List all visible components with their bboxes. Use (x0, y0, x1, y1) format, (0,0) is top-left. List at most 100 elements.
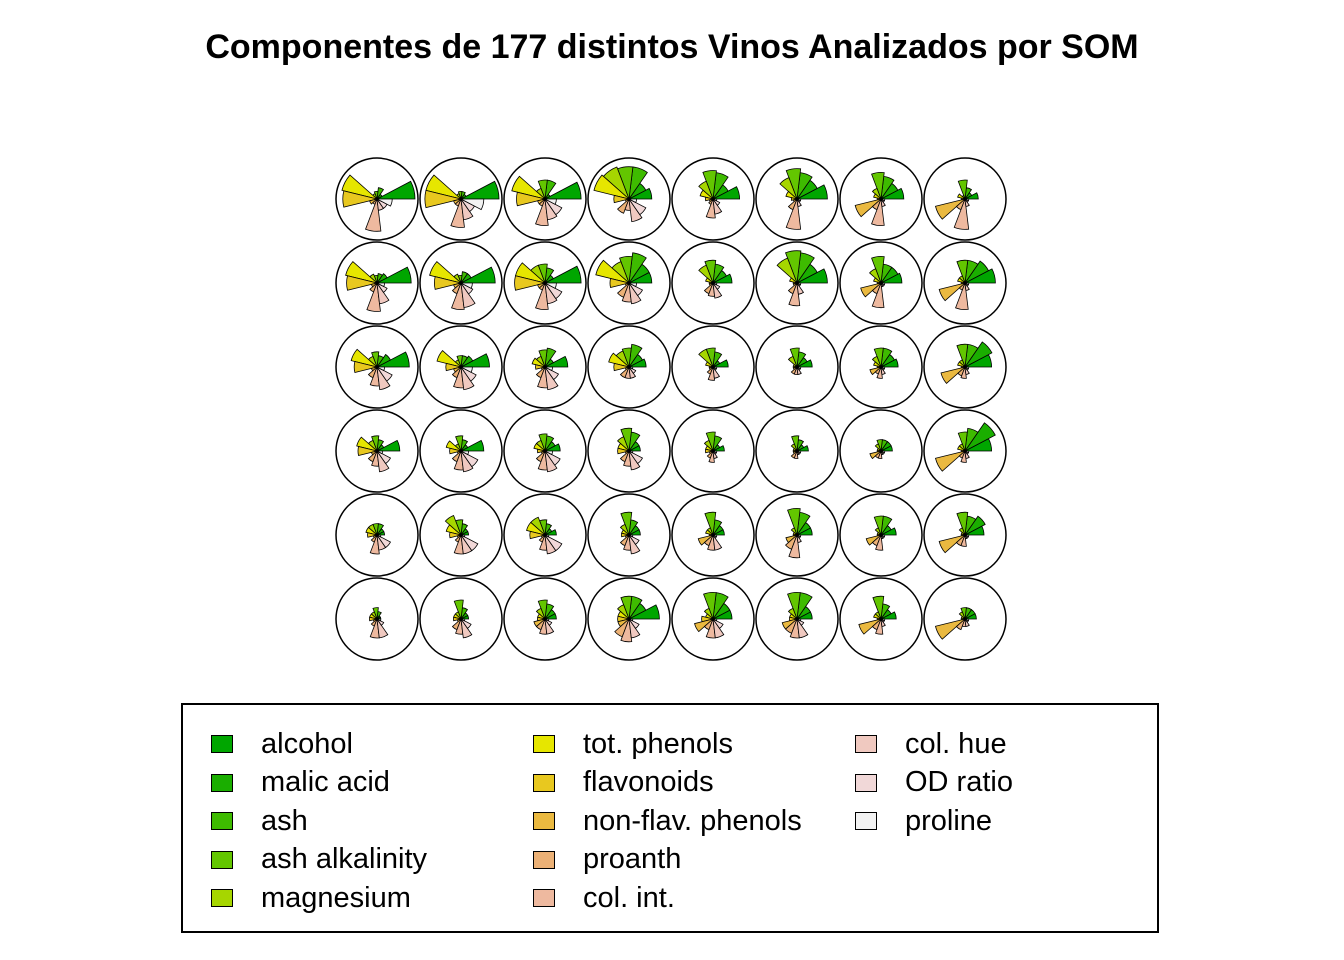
segment-proline (964, 366, 970, 370)
segment-col-hue (376, 450, 390, 473)
segment-proline (628, 618, 634, 622)
segment-od-ratio (376, 282, 388, 293)
segment-magnesium (617, 604, 630, 620)
legend-swatch (211, 735, 233, 753)
segment-malic-acid (964, 515, 986, 536)
legend-label: col. int. (583, 881, 675, 914)
som-unit-4-3 (587, 493, 671, 577)
segment-proline (628, 534, 634, 538)
segment-tot-phenols (873, 613, 882, 620)
segment-tot-phenols (595, 259, 630, 284)
legend-item: ash (211, 802, 308, 840)
segment-ash-alkalinity (371, 351, 380, 368)
segment-proline (880, 366, 886, 370)
segment-ash-alkalinity (702, 170, 717, 200)
segment-col-int- (620, 618, 633, 643)
segment-proline (544, 450, 554, 456)
segment-magnesium (703, 607, 714, 620)
segment-proline (712, 534, 718, 538)
segment-flavonoids (790, 197, 798, 201)
legend-label: magnesium (261, 881, 411, 914)
segment-magnesium (869, 268, 882, 284)
segment-proline (712, 450, 718, 454)
segment-non-flav-phenols (869, 450, 882, 460)
segment-ash-alkalinity (957, 179, 968, 200)
segment-col-hue (460, 282, 476, 308)
legend-label: ash alkalinity (261, 843, 428, 875)
legend-swatch (533, 850, 555, 869)
segment-magnesium (444, 514, 462, 536)
segment-tot-phenols (526, 521, 546, 536)
segment-alcohol (376, 351, 410, 368)
legend-label: flavonoids (583, 766, 714, 798)
som-unit-1-3 (587, 241, 671, 325)
som-unit-2-6 (839, 325, 923, 409)
som-unit-4-2 (503, 493, 587, 577)
segment-proline (460, 450, 470, 456)
legend-swatch (533, 773, 555, 792)
segment-tot-phenols (445, 440, 462, 452)
segment-proline (628, 366, 634, 370)
segment-flavonoids (424, 189, 462, 209)
som-unit-5-0 (335, 577, 419, 661)
segment-flavonoids (353, 361, 378, 373)
segment-col-int- (871, 282, 885, 309)
segment-flavonoids (445, 362, 462, 372)
legend-swatch (533, 735, 555, 753)
legend-item: ash alkalinity (211, 841, 427, 879)
segment-flavonoids (617, 447, 630, 455)
segment-ash-alkalinity (785, 168, 802, 200)
segment-tot-phenols (593, 174, 630, 200)
legend-label: non-flav. phenols (583, 804, 802, 837)
segment-od-ratio (460, 450, 479, 468)
segment-tot-phenols (957, 277, 966, 284)
segment-proline (544, 618, 550, 622)
segment-alcohol (376, 266, 412, 284)
segment-ash-alkalinity (703, 591, 717, 620)
segment-proline (796, 450, 802, 454)
legend-item: OD ratio (855, 764, 1013, 802)
segment-od-ratio (712, 198, 721, 206)
segment-col-hue (796, 618, 809, 639)
segment-col-int- (451, 282, 465, 311)
som-unit-3-6 (839, 409, 923, 493)
segment-flavonoids (368, 616, 378, 622)
segment-col-hue (376, 366, 391, 391)
segment-non-flav-phenols (934, 198, 966, 220)
segment-tot-phenols (341, 174, 378, 200)
segment-magnesium (698, 180, 714, 200)
segment-non-flav-phenols (865, 534, 882, 546)
legend-item: malic acid (211, 764, 390, 802)
segment-ash-alkalinity (956, 343, 969, 368)
segment-ash-alkalinity (537, 599, 548, 620)
segment-col-int- (955, 282, 969, 311)
segment-proline (376, 198, 393, 207)
segment-flavonoids (620, 532, 630, 538)
segment-ash-alkalinity (372, 607, 379, 620)
som-unit-0-2 (503, 157, 587, 241)
segment-ash (628, 343, 643, 368)
segment-magnesium (617, 436, 630, 452)
segment-od-ratio (544, 198, 563, 216)
segment-od-ratio (544, 282, 563, 300)
som-unit-3-7 (923, 409, 1007, 493)
segment-alcohol (544, 181, 582, 200)
segment-proline (880, 618, 886, 622)
segment-col-int- (871, 198, 885, 227)
segment-col-hue (544, 282, 558, 305)
segment-flavonoids (357, 445, 378, 457)
som-unit-0-0 (335, 157, 419, 241)
segment-col-int- (875, 618, 884, 635)
segment-od-ratio (628, 282, 644, 297)
segment-proline (796, 366, 802, 370)
segment-ash (376, 273, 383, 284)
som-unit-3-3 (587, 409, 671, 493)
segment-od-ratio (628, 618, 640, 629)
segment-flavonoids (449, 531, 462, 539)
segment-proline (460, 534, 466, 538)
som-unit-0-7 (923, 157, 1007, 241)
segment-ash-alkalinity (956, 259, 969, 284)
legend-label: col. hue (905, 727, 1007, 760)
legend-label: proline (905, 804, 993, 837)
segment-proline (964, 534, 970, 538)
